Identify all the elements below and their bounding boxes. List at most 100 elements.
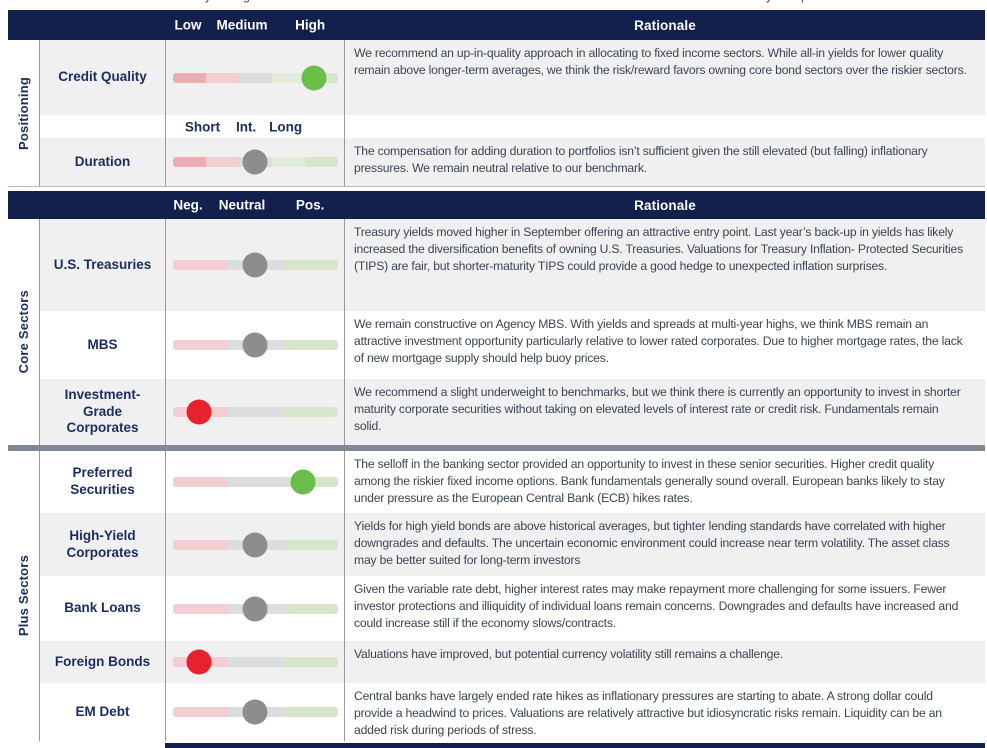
high-yield-corporates-label-cell: High-Yield Corporates <box>40 513 165 576</box>
header-spacer <box>8 191 165 219</box>
slider-segment <box>282 407 338 417</box>
group-label: Plus Sectors <box>16 555 31 637</box>
credit-quality-slider-cell <box>165 40 345 115</box>
row-us-treasuries: U.S. Treasuries Treasury yields moved hig… <box>40 219 985 311</box>
subheader-scale-cell: Short Int. Long <box>165 115 345 138</box>
empty-rationale-cell <box>345 115 985 138</box>
em-debt-slider <box>172 699 338 725</box>
row-duration: Duration The compensation for adding dura… <box>40 138 985 186</box>
duration-slider-dot-gray <box>242 149 268 175</box>
caption-descender-fragment: p <box>801 0 808 3</box>
section-divider <box>8 445 985 451</box>
group-label-column: Plus Sectors <box>8 451 40 741</box>
investment-grade-corporates-slider-cell <box>165 379 345 445</box>
foreign-bonds-slider-cell <box>165 641 345 683</box>
high-yield-corporates-rationale-cell: Yields for high yield bonds are above hi… <box>345 513 985 576</box>
mbs-rationale-cell: We remain constructive on Agency MBS. Wi… <box>345 311 985 379</box>
rationale-header: Rationale <box>345 191 985 219</box>
slider-segment <box>282 603 338 614</box>
duration-rationale-text: The compensation for adding duration to … <box>354 144 928 175</box>
slider-segment <box>304 157 338 167</box>
subheader-scale: Short Int. Long <box>166 115 344 138</box>
mbs-label: MBS <box>87 336 118 352</box>
preferred-securities-label-cell: Preferred Securities <box>40 451 165 513</box>
caption-descender-fragment: y <box>205 0 211 3</box>
slider-segment <box>238 72 272 83</box>
preferred-securities-label: Preferred Securities <box>70 465 135 497</box>
positioning-table: Low Medium High Rationale Positioning Credit … <box>8 10 985 748</box>
high-yield-corporates-slider-cell <box>165 513 345 576</box>
caption-descender-fragment: y <box>766 0 772 3</box>
rows-container: Credit Quality We recommend an up-in-qual… <box>40 40 985 186</box>
bank-loans-rationale-cell: Given the variable rate debt, higher int… <box>345 576 985 641</box>
scale-label-long: Long <box>269 119 303 134</box>
mbs-slider-dot-gray <box>242 332 268 358</box>
us-treasuries-label-cell: U.S. Treasuries <box>40 219 165 311</box>
mbs-slider <box>172 332 338 358</box>
em-debt-rationale-cell: Central banks have largely ended rate hi… <box>345 683 985 741</box>
bank-loans-rationale-text: Given the variable rate debt, higher int… <box>354 582 959 630</box>
empty-label-cell <box>40 115 165 138</box>
investment-grade-corporates-label: Investment-Grade Corporates <box>64 386 141 436</box>
duration-label-cell: Duration <box>40 138 165 186</box>
credit-quality-label: Credit Quality <box>58 69 147 85</box>
investment-grade-corporates-slider-dot-red <box>186 399 212 425</box>
bank-loans-slider <box>172 596 338 622</box>
investment-grade-corporates-slider <box>172 399 338 425</box>
slider-segment <box>172 157 206 167</box>
subheader-row: Short Int. Long <box>40 115 985 138</box>
scale-label-low: Low <box>174 17 202 33</box>
duration-label: Duration <box>74 153 131 169</box>
slider-segment <box>172 72 206 83</box>
em-debt-label: EM Debt <box>75 703 130 719</box>
slider-segment <box>282 539 338 550</box>
slider-segment <box>282 340 338 350</box>
bank-loans-slider-dot-gray <box>242 596 268 621</box>
rows-container: U.S. Treasuries Treasury yields moved hig… <box>40 219 985 445</box>
scale-label-medium: Medium <box>216 17 268 33</box>
foreign-bonds-slider <box>172 649 338 675</box>
slider-segment <box>227 407 283 417</box>
slider-segment <box>172 477 228 487</box>
high-yield-corporates-rationale-text: Yields for high yield bonds are above hi… <box>354 519 950 567</box>
slider-segment <box>282 260 338 270</box>
bank-loans-label-cell: Bank Loans <box>40 576 165 641</box>
section-core-sectors: Core Sectors U.S. Treasuries Treasury yiel… <box>8 219 985 445</box>
preferred-securities-rationale-cell: The selloff in the banking sector provid… <box>345 451 985 513</box>
slider-segment <box>172 260 228 270</box>
scale-label-neutral: Neutral <box>218 197 266 213</box>
cropped-caption-fragments: ygyp <box>8 0 985 10</box>
investment-grade-corporates-rationale-cell: We recommend a slight underweight to ben… <box>345 379 985 445</box>
credit-quality-slider <box>172 65 338 91</box>
slider-segment <box>227 477 283 487</box>
slider-segment <box>205 72 239 83</box>
spacer <box>8 741 985 743</box>
credit-quality-rationale-text: We recommend an up-in-quality approach i… <box>354 46 967 77</box>
scale-label-high: High <box>295 17 326 33</box>
preferred-securities-slider-dot-green <box>290 469 316 495</box>
row-mbs: MBS We remain constructive on Agency MBS.… <box>40 311 985 379</box>
header-scale-zone: Low Medium High <box>165 10 345 40</box>
foreign-bonds-slider-dot-red <box>186 649 212 675</box>
foreign-bonds-rationale-text: Valuations have improved, but potential … <box>354 647 783 661</box>
em-debt-label-cell: EM Debt <box>40 683 165 741</box>
us-treasuries-label: U.S. Treasuries <box>53 256 152 272</box>
caption-descender-fragment: g <box>243 0 250 3</box>
slider-segment <box>172 539 228 550</box>
foreign-bonds-rationale-cell: Valuations have improved, but potential … <box>345 641 985 683</box>
group-label-column: Positioning <box>8 40 40 186</box>
slider-segment <box>172 707 228 717</box>
high-yield-corporates-slider-dot-gray <box>242 532 268 557</box>
rows-container: Preferred Securities The selloff in the b… <box>40 451 985 741</box>
slider-segment <box>227 657 283 667</box>
us-treasuries-rationale-cell: Treasury yields moved higher in Septembe… <box>345 219 985 311</box>
em-debt-slider-cell <box>165 683 345 741</box>
mbs-rationale-text: We remain constructive on Agency MBS. Wi… <box>354 317 963 365</box>
group-label-column: Core Sectors <box>8 219 40 445</box>
us-treasuries-rationale-text: Treasury yields moved higher in Septembe… <box>354 225 963 273</box>
bank-loans-slider-cell <box>165 576 345 641</box>
scale-label-neg: Neg. <box>173 197 203 213</box>
slider-segment <box>172 603 228 614</box>
rationale-title: Rationale <box>634 197 696 213</box>
